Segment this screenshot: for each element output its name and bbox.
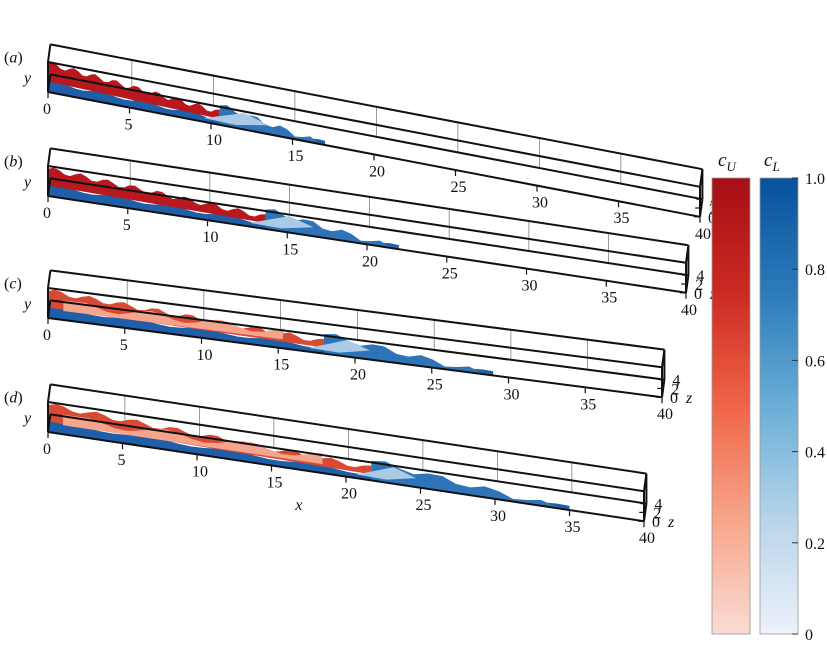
colorbar-upper (711, 177, 751, 635)
x-tick-label: 20 (362, 253, 378, 270)
x-tick-label: 20 (369, 163, 385, 180)
colorbar-group: cU cL 0 0.2 0.4 0.6 0.8 1.0 (711, 150, 825, 644)
colorbar-tick-label: 1.0 (805, 171, 825, 188)
panels-group: 0510152025303540024zy(a)0510152025303540… (4, 43, 731, 547)
y-axis-label: y (22, 410, 32, 427)
x-tick-label: 0 (43, 327, 51, 344)
x-tick-label: 5 (123, 217, 131, 234)
x-tick-label: 20 (341, 486, 357, 503)
x-tick-label: 0 (43, 205, 51, 222)
x-tick-label: 25 (427, 377, 443, 394)
colorbar-ticks: 0 0.2 0.4 0.6 0.8 1.0 (792, 171, 825, 644)
panel-label: (a) (4, 49, 23, 66)
x-tick-label: 15 (288, 148, 304, 165)
colorbar-tick-label: 0.6 (805, 353, 825, 370)
x-tick-label: 15 (273, 357, 289, 374)
colorbar-tick-label: 0 (805, 627, 813, 644)
colorbar-lower-title: cL (764, 150, 780, 174)
flow-body (48, 62, 326, 146)
x-tick-label: 5 (125, 117, 133, 134)
colorbar-lower (759, 177, 799, 635)
y-axis-label: y (22, 174, 32, 191)
z-tick-label: 2 (671, 381, 679, 398)
x-tick-label: 15 (267, 474, 283, 491)
x-tick-label: 25 (451, 179, 467, 196)
x-tick-label: 30 (504, 386, 520, 403)
x-tick-label: 10 (192, 463, 208, 480)
colorbar-tick-label: 0.2 (805, 536, 825, 553)
x-tick-label: 15 (282, 241, 298, 258)
z-tick-label: 4 (654, 497, 662, 514)
z-axis-label: z (685, 390, 693, 407)
x-tick-label: 35 (565, 519, 581, 536)
x-tick-label: 20 (350, 367, 366, 384)
x-tick-label: 30 (522, 278, 538, 295)
z-tick-label: 4 (672, 373, 680, 390)
panel-label: (d) (4, 389, 23, 406)
y-axis-label: y (22, 70, 32, 87)
x-tick-label: 25 (442, 266, 458, 283)
x-tick-label: 35 (614, 210, 630, 227)
z-tick-label: 2 (695, 277, 703, 294)
x-tick-label: 40 (695, 226, 711, 243)
x-tick-label: 30 (532, 195, 548, 212)
x-tick-label: 0 (43, 441, 51, 458)
x-tick-label: 0 (43, 101, 51, 118)
flow-body (48, 167, 399, 250)
panel-label: (c) (4, 275, 22, 292)
panel-label: (b) (4, 153, 23, 170)
z-tick-label: 0 (670, 390, 678, 407)
x-tick-label: 5 (120, 337, 128, 354)
x-tick-label: 10 (203, 229, 219, 246)
x-tick-label: 40 (681, 302, 697, 319)
x-tick-label: 35 (601, 290, 617, 307)
colorbar-upper-title: cU (718, 150, 737, 174)
z-tick-label: 0 (652, 514, 660, 531)
z-tick-label: 4 (696, 268, 704, 285)
z-tick-label: 2 (653, 505, 661, 522)
colorbar-tick-label: 0.4 (805, 445, 825, 462)
x-tick-label: 40 (657, 406, 673, 423)
x-tick-label: 5 (118, 452, 126, 469)
y-axis-label: y (22, 296, 32, 313)
x-tick-label: 10 (197, 347, 213, 364)
x-axis-label: x (294, 497, 302, 514)
z-tick-label: 0 (694, 286, 702, 303)
colorbar-tick-label: 0.8 (805, 262, 825, 279)
flow-body (48, 404, 570, 511)
x-tick-label: 25 (416, 497, 432, 514)
x-tick-label: 30 (490, 508, 506, 525)
x-tick-label: 10 (206, 132, 222, 149)
flow-body (48, 289, 494, 376)
z-axis-label: z (667, 514, 675, 531)
x-tick-label: 40 (639, 530, 655, 547)
x-tick-label: 35 (580, 396, 596, 413)
